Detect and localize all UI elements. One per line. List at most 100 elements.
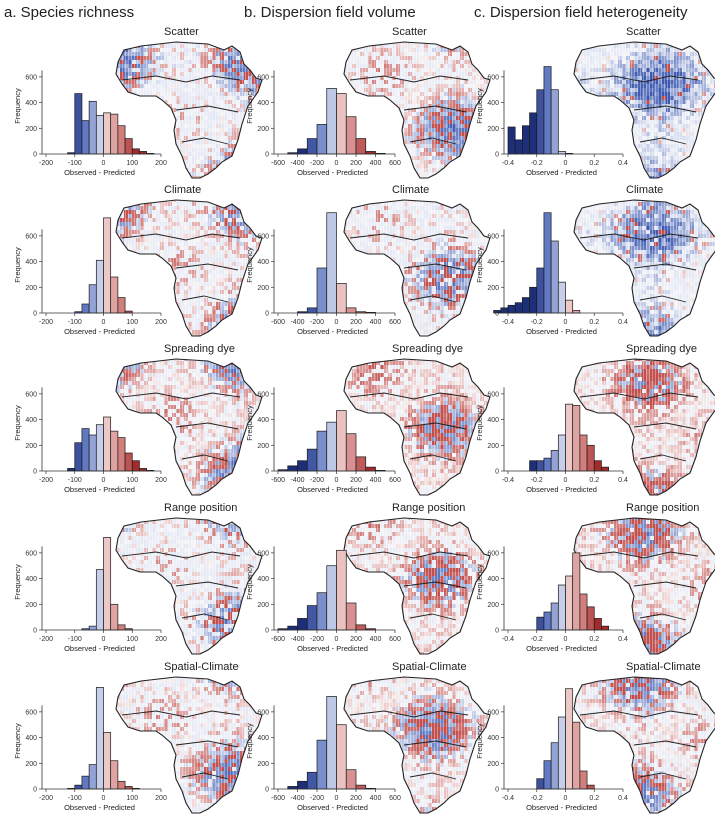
panel-a-range-position: Range position 0 200 400 600 -200 -100 0 100 200 O… (13, 502, 263, 655)
x-tick-label: -200 (39, 160, 53, 167)
x-axis-label: Observed - Predicted (526, 644, 597, 653)
histogram-bar (95, 115, 104, 155)
x-tick-label: 200 (155, 795, 167, 802)
histogram-bar (103, 537, 112, 631)
histogram-bar (74, 442, 83, 472)
panel-b-scatter: Scatter 0 200 400 600 -600 -400 -200 0 200 400 600 O… (245, 26, 491, 179)
map-region-boundary (121, 710, 241, 718)
y-axis-label: Frequency (13, 723, 22, 759)
map-region-boundary (175, 422, 239, 430)
africa-map (573, 199, 715, 337)
x-tick-label: 0 (102, 319, 106, 326)
y-axis-label: Frequency (475, 723, 484, 759)
histogram-bar (507, 126, 516, 155)
x-tick-label: -200 (39, 319, 53, 326)
histogram-bar (88, 764, 97, 790)
column-title-c: c. Dispersion field heterogeneity (474, 4, 688, 21)
panel-a-climate: Climate 0 200 400 600 -200 -100 0 100 200 Observed… (13, 184, 263, 337)
histogram-bar (297, 460, 308, 472)
panel-a-spreading-dye: Spreading dye 0 200 400 600 -200 -100 0 100 200 Ob… (13, 343, 263, 496)
africa-map (573, 41, 715, 179)
x-tick-label: 0.4 (618, 795, 628, 802)
histogram-bar (81, 428, 90, 472)
x-tick-label: -600 (271, 795, 285, 802)
x-tick-label: 0 (335, 160, 339, 167)
x-axis-label: Observed - Predicted (297, 327, 368, 336)
histogram-bar (336, 283, 347, 314)
x-tick-label: -200 (310, 636, 324, 643)
x-tick-label: 0 (335, 477, 339, 484)
panel-title: Scatter (164, 26, 199, 38)
y-tick-label: 600 (25, 550, 37, 557)
histogram-bar (586, 784, 595, 790)
x-tick-label: 400 (370, 319, 382, 326)
y-tick-label: 200 (487, 443, 499, 450)
histogram-bar (306, 605, 318, 631)
y-tick-label: 400 (487, 576, 499, 583)
column-title-a: a. Species richness (4, 4, 134, 21)
x-tick-label: 0.4 (618, 477, 628, 484)
histogram-bar (550, 89, 559, 155)
y-tick-label: 200 (25, 761, 37, 768)
histogram-bar (326, 696, 337, 790)
panel-a-scatter: Scatter 0 200 400 600 -200 -100 0 100 200 Observed… (13, 26, 263, 179)
x-tick-label: 0.2 (589, 636, 599, 643)
histogram-bar (345, 116, 357, 155)
y-tick-label: 600 (487, 391, 499, 398)
histogram-bar (326, 565, 337, 631)
histogram-bar (131, 148, 140, 155)
histogram-bar (579, 434, 588, 472)
y-tick-label: 200 (25, 602, 37, 609)
map-region-boundary (633, 263, 697, 271)
map-region-boundary (181, 613, 229, 621)
histogram-bar (88, 100, 97, 155)
map-region-boundary (639, 295, 687, 303)
x-tick-label: 200 (155, 636, 167, 643)
y-tick-label: 400 (257, 735, 269, 742)
y-axis-label: Frequency (475, 88, 484, 124)
histogram-bar (103, 416, 112, 472)
y-tick-label: 0 (265, 787, 269, 794)
x-tick-label: -0.4 (502, 160, 514, 167)
x-tick-label: 0 (564, 636, 568, 643)
y-tick-label: 200 (487, 761, 499, 768)
y-tick-label: 400 (487, 100, 499, 107)
histogram-bar (543, 66, 552, 155)
y-tick-label: 600 (25, 74, 37, 81)
y-tick-label: 200 (25, 443, 37, 450)
histogram-bar (306, 771, 318, 790)
y-tick-label: 200 (257, 285, 269, 292)
y-tick-label: 200 (487, 126, 499, 133)
histogram-bar (117, 437, 126, 472)
y-tick-label: 200 (25, 285, 37, 292)
histogram-bar (316, 124, 328, 155)
y-axis-label: Frequency (245, 88, 254, 124)
y-tick-label: 600 (257, 74, 269, 81)
map-region-boundary (175, 581, 239, 589)
y-tick-label: 200 (257, 602, 269, 609)
y-tick-label: 600 (487, 233, 499, 240)
x-tick-label: 200 (350, 160, 362, 167)
histogram-bar (565, 299, 574, 314)
x-tick-label: -0.2 (531, 795, 543, 802)
histogram-bar (543, 212, 552, 314)
histogram-bar (88, 284, 97, 314)
histogram-bar (316, 430, 328, 472)
histogram-bar (81, 120, 90, 155)
map-region-boundary (121, 75, 241, 83)
histogram-bar (355, 456, 367, 472)
africa-map (573, 358, 715, 496)
map-region-boundary (409, 454, 457, 462)
x-tick-label: -0.4 (502, 319, 514, 326)
histogram-bar (586, 444, 595, 472)
y-tick-label: 600 (257, 709, 269, 716)
histogram-bar (306, 138, 318, 155)
panel-title: Climate (164, 184, 201, 196)
histogram-bar (95, 569, 104, 631)
y-tick-label: 400 (25, 735, 37, 742)
y-tick-label: 400 (487, 735, 499, 742)
x-tick-label: 400 (370, 636, 382, 643)
panel-title: Spatial-Climate (626, 661, 701, 673)
y-axis-label: Frequency (13, 564, 22, 600)
map-region-boundary (403, 740, 467, 748)
